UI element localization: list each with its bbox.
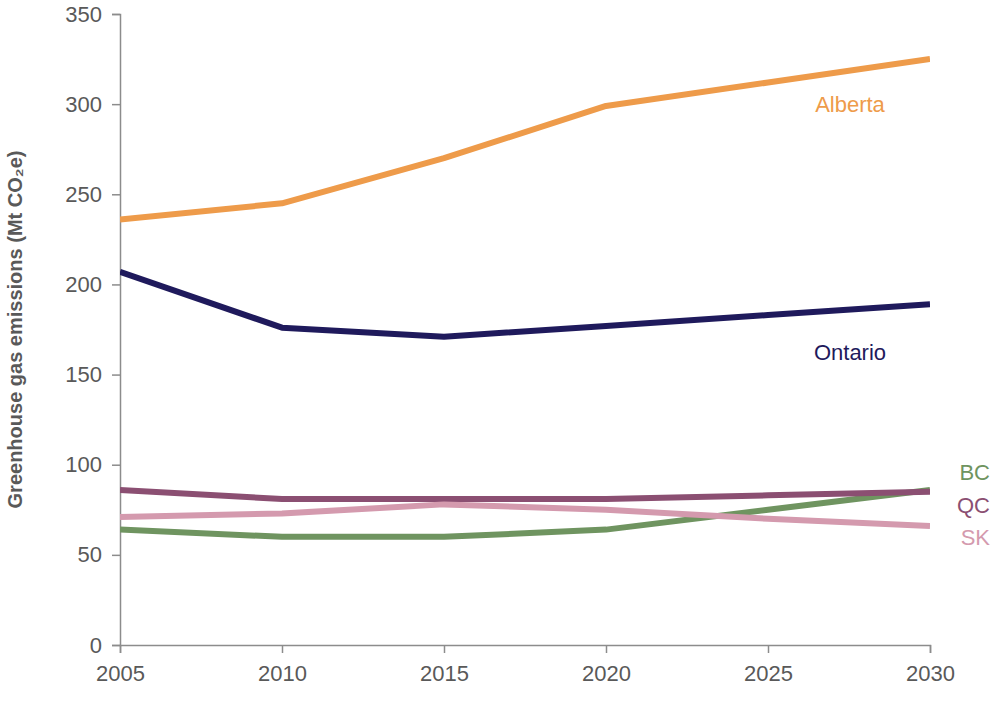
x-tick: 2015 — [420, 645, 469, 686]
series-label: QC — [957, 493, 990, 518]
y-axis-title: Greenhouse gas emissions (Mt CO₂e) — [4, 151, 26, 509]
x-tick-label: 2015 — [420, 661, 469, 686]
y-tick-mark — [112, 284, 120, 286]
plot-area — [120, 59, 930, 537]
y-tick-label: 300 — [65, 92, 102, 117]
x-tick-mark — [768, 645, 770, 653]
x-tick-mark — [444, 645, 446, 653]
y-tick-mark — [112, 645, 120, 647]
y-tick: 0 — [90, 633, 120, 658]
y-tick: 200 — [65, 272, 120, 297]
series-line — [120, 490, 930, 499]
x-tick: 2030 — [906, 645, 955, 686]
y-axis: 0 50 100 150 200 250 300 350 — [65, 2, 120, 658]
y-tick-label: 50 — [78, 542, 102, 567]
y-tick: 350 — [65, 2, 120, 27]
x-tick-label: 2020 — [582, 661, 631, 686]
x-tick: 2025 — [744, 645, 793, 686]
y-tick: 300 — [65, 92, 120, 117]
x-tick-label: 2025 — [744, 661, 793, 686]
y-tick-mark — [112, 464, 120, 466]
y-tick-label: 100 — [65, 452, 102, 477]
x-tick-mark — [282, 645, 284, 653]
chart: 0 50 100 150 200 250 300 350 2005 2010 2015 2020 202… — [0, 0, 1000, 702]
x-tick: 2010 — [258, 645, 307, 686]
series-line — [120, 490, 930, 537]
x-tick-mark — [120, 645, 122, 653]
y-tick-label: 150 — [65, 362, 102, 387]
y-tick-label: 250 — [65, 182, 102, 207]
series-line — [120, 59, 930, 219]
x-tick-label: 2005 — [96, 661, 145, 686]
series-label: SK — [961, 525, 991, 550]
x-axis: 2005 2010 2015 2020 2025 2030 — [96, 645, 955, 686]
series-label: BC — [959, 460, 990, 485]
x-tick: 2020 — [582, 645, 631, 686]
y-tick-mark — [112, 194, 120, 196]
series-label: Alberta — [815, 92, 885, 117]
y-tick: 150 — [65, 362, 120, 387]
y-tick-label: 0 — [90, 633, 102, 658]
x-tick-label: 2030 — [906, 661, 955, 686]
y-tick-mark — [112, 374, 120, 376]
y-tick-mark — [112, 14, 120, 16]
x-tick-label: 2010 — [258, 661, 307, 686]
y-tick-label: 350 — [65, 2, 102, 27]
series-label: Ontario — [814, 340, 886, 365]
series-line — [120, 504, 930, 526]
y-tick-mark — [112, 104, 120, 106]
x-tick-mark — [930, 645, 932, 653]
y-tick: 50 — [78, 542, 120, 567]
y-tick: 100 — [65, 452, 120, 477]
y-tick-mark — [112, 555, 120, 557]
x-axis-line — [121, 646, 931, 654]
y-tick-label: 200 — [65, 272, 102, 297]
x-tick-mark — [606, 645, 608, 653]
x-tick: 2005 — [96, 645, 145, 686]
y-tick: 250 — [65, 182, 120, 207]
y-axis-line — [112, 15, 121, 646]
series-line — [120, 272, 930, 337]
